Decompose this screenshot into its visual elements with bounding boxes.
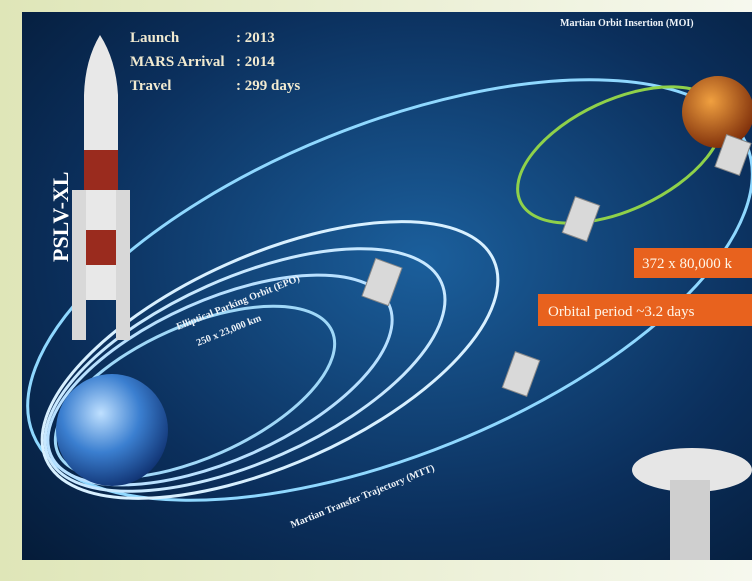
- mars-orbit-label: 372 x 80,000 k: [642, 256, 733, 272]
- mars: [682, 76, 752, 148]
- arrival-label: MARS Arrival: [130, 54, 225, 70]
- page: {"info": {"launch_label": "Launch", "lau…: [0, 0, 752, 581]
- moi-label: Martian Orbit Insertion (MOI): [560, 18, 694, 29]
- launch-value: : 2013: [236, 30, 275, 46]
- rocket-label: PSLV-XL: [48, 172, 73, 262]
- launch-label: Launch: [130, 30, 180, 46]
- scene: Launch : 2013 MARS Arrival : 2014 Travel…: [0, 0, 752, 581]
- infographic: Launch : 2013 MARS Arrival : 2014 Travel…: [0, 0, 752, 581]
- travel-value: : 299 days: [236, 78, 300, 94]
- travel-label: Travel: [130, 78, 171, 94]
- orbital-period: Orbital period ~3.2 days: [548, 304, 695, 320]
- earth: [56, 374, 168, 486]
- arrival-value: : 2014: [236, 54, 275, 70]
